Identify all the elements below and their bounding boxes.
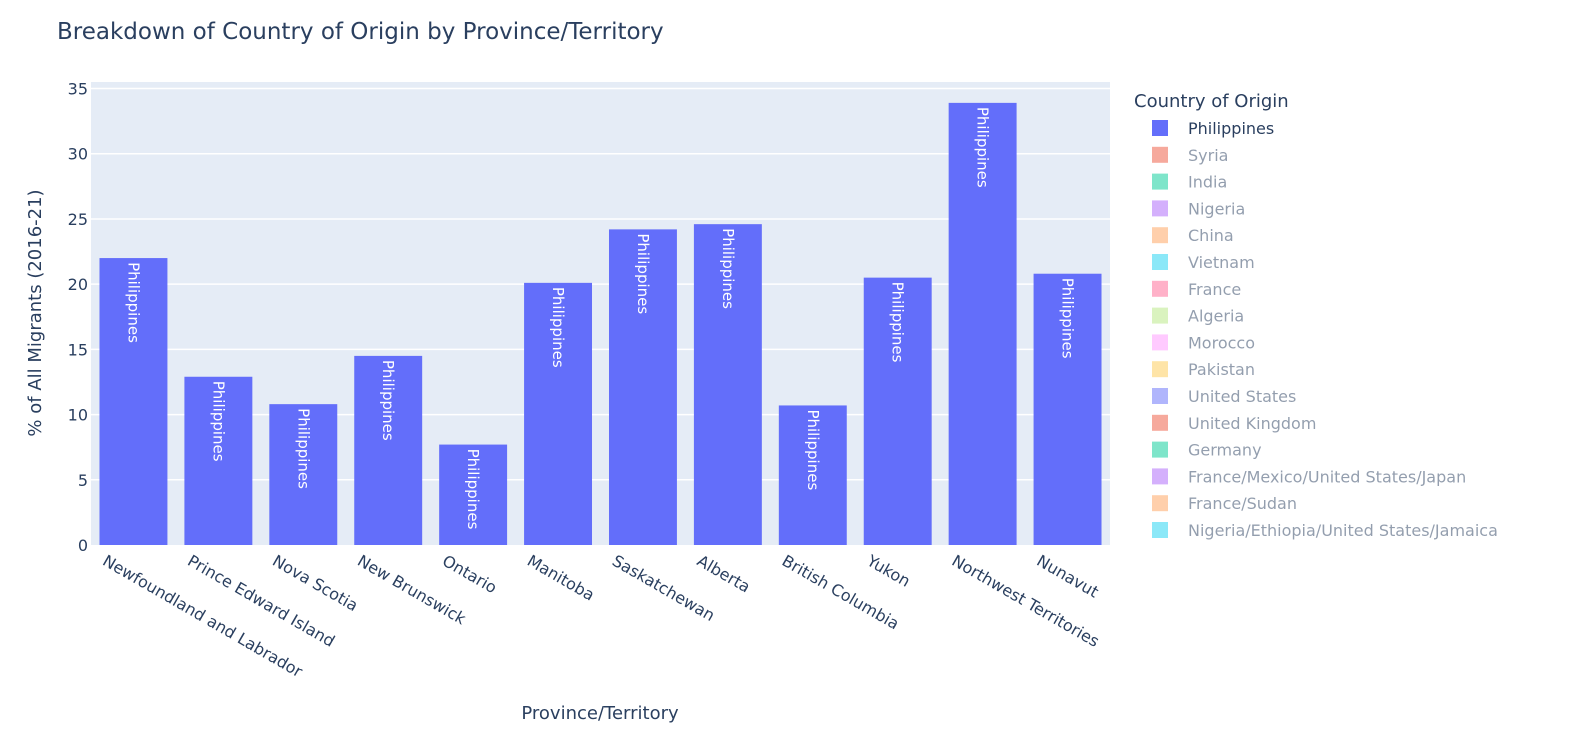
legend-item[interactable]: India	[1152, 173, 1227, 192]
bar[interactable]	[99, 258, 168, 545]
legend-label: Germany	[1188, 441, 1262, 460]
bar[interactable]	[1033, 273, 1102, 545]
legend-item[interactable]: Algeria	[1152, 307, 1244, 326]
bar[interactable]	[778, 405, 847, 545]
bar-label: Philippines	[889, 282, 907, 363]
legend-label: France/Mexico/United States/Japan	[1188, 467, 1466, 486]
legend-label: Syria	[1188, 146, 1228, 165]
bar[interactable]	[693, 224, 762, 545]
x-tick-label: Nunavut	[1034, 551, 1102, 601]
legend-swatch	[1152, 495, 1168, 512]
legend-label: India	[1188, 173, 1227, 192]
bar[interactable]	[948, 102, 1017, 545]
legend-item[interactable]: United States	[1152, 387, 1296, 406]
legend-item[interactable]: Nigeria/Ethiopia/United States/Jamaica	[1152, 521, 1498, 540]
legend-swatch	[1152, 468, 1168, 485]
x-tick-label: Ontario	[439, 551, 500, 597]
bar-label: Philippines	[634, 233, 652, 314]
legend-swatch	[1152, 441, 1168, 458]
legend-swatch	[1152, 120, 1168, 136]
bars[interactable]: Philippines Philippines Philippines Philipp…	[99, 102, 1102, 545]
bar[interactable]	[439, 444, 508, 545]
legend-swatch	[1152, 280, 1168, 297]
bar-label: Philippines	[719, 228, 737, 309]
bar-label: Philippines	[464, 449, 482, 530]
legend-swatch	[1152, 307, 1168, 324]
bar[interactable]	[608, 229, 677, 545]
bar-label: Philippines	[124, 262, 142, 343]
legend-label: United States	[1188, 387, 1296, 406]
legend-label: Vietnam	[1188, 253, 1255, 272]
x-tick-label: Manitoba	[524, 551, 598, 605]
legend-label: Nigeria/Ethiopia/United States/Jamaica	[1188, 521, 1498, 540]
y-tick-label: 30	[68, 145, 88, 164]
bar[interactable]	[524, 282, 593, 545]
y-axis-title: % of All Migrants (2016-21)	[25, 189, 46, 436]
legend-label: China	[1188, 226, 1234, 245]
y-tick-label: 0	[78, 536, 88, 555]
legend-label: France/Sudan	[1188, 494, 1297, 513]
bar-label: Philippines	[1059, 278, 1077, 359]
legend-label: France	[1188, 280, 1241, 299]
bar[interactable]	[269, 404, 338, 545]
bar[interactable]	[184, 376, 253, 545]
y-tick-label: 25	[68, 210, 88, 229]
legend-item[interactable]: Nigeria	[1152, 199, 1245, 218]
legend-item[interactable]: France	[1152, 280, 1241, 299]
y-tick-label: 15	[68, 340, 88, 359]
legend-label: Pakistan	[1188, 360, 1255, 379]
bar-label: Philippines	[804, 409, 822, 490]
legend-swatch	[1152, 227, 1168, 244]
y-tick-label: 5	[78, 471, 88, 490]
legend-item[interactable]: France/Sudan	[1152, 494, 1297, 513]
bar[interactable]	[354, 355, 423, 545]
legend-swatch	[1152, 200, 1168, 217]
x-tick-label: Northwest Territories	[949, 551, 1103, 651]
legend-label: Morocco	[1188, 333, 1255, 352]
legend-swatch	[1152, 414, 1168, 431]
legend-item[interactable]: Philippines	[1152, 119, 1274, 138]
legend-item[interactable]: Vietnam	[1152, 253, 1255, 272]
legend-title: Country of Origin	[1134, 91, 1289, 112]
y-tick-label: 20	[68, 275, 88, 294]
legend-item[interactable]: Pakistan	[1152, 360, 1255, 379]
legend-item[interactable]: Germany	[1152, 441, 1262, 460]
y-tick-label: 10	[68, 406, 88, 425]
chart-title: Breakdown of Country of Origin by Provin…	[57, 19, 664, 45]
x-tick-label: Prince Edward Island	[184, 551, 338, 651]
legend-item[interactable]: France/Mexico/United States/Japan	[1152, 467, 1466, 486]
bar-label: Philippines	[209, 381, 227, 462]
plot-area	[91, 82, 1110, 545]
gridlines	[91, 87, 1110, 481]
legend[interactable]: Country of Origin Philippines Syria India N…	[1134, 91, 1498, 540]
x-axis-title: Province/Territory	[521, 703, 679, 724]
y-axis-ticks: 0 5 10 15 20 25 30 35	[68, 80, 88, 555]
legend-label: United Kingdom	[1188, 414, 1316, 433]
y-tick-label: 35	[68, 80, 88, 99]
legend-item[interactable]: United Kingdom	[1152, 414, 1316, 433]
bar-label: Philippines	[974, 107, 992, 188]
legend-swatch	[1152, 388, 1168, 404]
x-tick-label: Alberta	[694, 551, 754, 596]
legend-swatch	[1152, 173, 1168, 190]
legend-item[interactable]: China	[1152, 226, 1234, 245]
bar-label: Philippines	[549, 287, 567, 368]
legend-swatch	[1152, 146, 1168, 163]
legend-label: Nigeria	[1188, 199, 1245, 218]
legend-swatch	[1152, 254, 1168, 270]
bar[interactable]	[863, 277, 932, 545]
legend-label: Philippines	[1188, 119, 1274, 138]
legend-label: Algeria	[1188, 307, 1244, 326]
bar-label: Philippines	[379, 360, 397, 441]
legend-swatch	[1152, 522, 1168, 538]
legend-swatch	[1152, 361, 1168, 378]
legend-item[interactable]: Syria	[1152, 146, 1228, 165]
x-tick-label: Yukon	[863, 551, 914, 591]
legend-item[interactable]: Morocco	[1152, 333, 1255, 352]
legend-swatch	[1152, 334, 1168, 351]
bar-label: Philippines	[294, 408, 312, 489]
